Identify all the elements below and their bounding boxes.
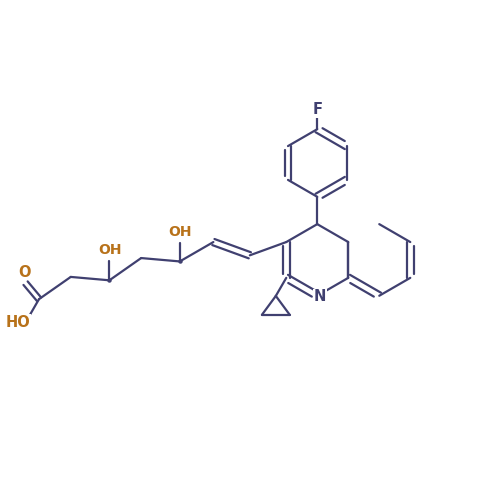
Text: OH: OH xyxy=(168,224,192,238)
Text: O: O xyxy=(18,264,31,280)
Text: F: F xyxy=(312,102,322,117)
Text: N: N xyxy=(314,289,326,304)
Text: HO: HO xyxy=(5,314,30,330)
Text: OH: OH xyxy=(98,244,122,258)
